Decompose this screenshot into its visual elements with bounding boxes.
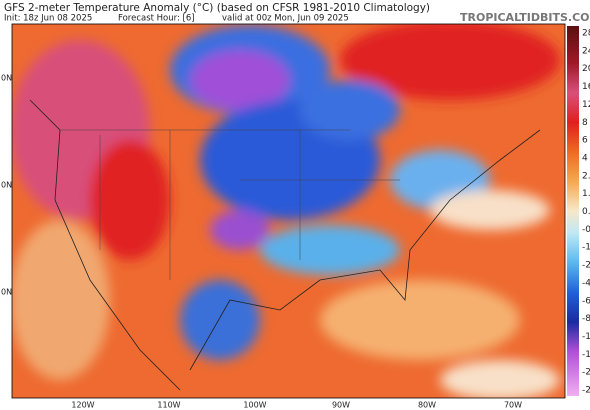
colorbar-label: -8 xyxy=(582,314,590,324)
lat-label: 0N xyxy=(1,74,12,83)
forecast-hour: Forecast Hour: [6] xyxy=(118,14,195,24)
colorbar-label: 16 xyxy=(582,82,590,92)
lon-label: 90W xyxy=(332,401,350,410)
colorbar-label: -1 xyxy=(582,350,590,360)
lon-label: 80W xyxy=(418,401,436,410)
colorbar-label: 12 xyxy=(582,100,590,110)
lon-label: 120W xyxy=(71,401,94,410)
colorbar-label: -2 xyxy=(582,386,590,396)
colorbar-label: -4 xyxy=(582,278,590,288)
colorbar-label: 24 xyxy=(582,46,590,56)
init: Init: 18z Jun 08 2025 xyxy=(4,14,92,24)
colorbar xyxy=(567,26,579,396)
colorbar-label: -2 xyxy=(582,368,590,378)
colorbar-label: -1 xyxy=(582,332,590,342)
lon-label: 110W xyxy=(157,401,180,410)
lat-label: 0N xyxy=(1,181,12,190)
watermark: TROPICALTIDBITS.COM xyxy=(460,11,590,24)
valid-time: valid at 00z Mon, Jun 09 2025 xyxy=(222,14,349,24)
colorbar-label: 0. xyxy=(582,207,590,217)
colorbar-label: -6 xyxy=(582,296,590,306)
colorbar-label: 1. xyxy=(582,189,590,199)
lon-label: 70W xyxy=(504,401,522,410)
map xyxy=(12,24,565,398)
colorbar-label: 20 xyxy=(582,64,590,74)
colorbar-label: -0 xyxy=(582,225,590,235)
colorbar-label: 4 xyxy=(582,153,588,163)
colorbar-label: 8 xyxy=(582,118,588,128)
colorbar-label: 2. xyxy=(582,171,590,181)
colorbar-label: 6 xyxy=(582,136,588,146)
lat-label: 0N xyxy=(1,288,12,297)
title: GFS 2-meter Temperature Anomaly (°C) (ba… xyxy=(4,2,430,14)
colorbar-label: -1 xyxy=(582,243,590,253)
colorbar-label: -2 xyxy=(582,261,590,271)
lon-label: 100W xyxy=(243,401,266,410)
colorbar-label: 28 xyxy=(582,29,590,39)
